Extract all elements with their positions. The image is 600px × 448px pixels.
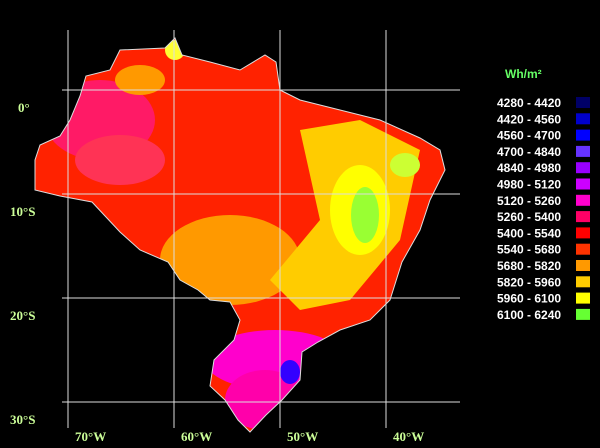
legend-label: 4700 - 4840 — [497, 145, 561, 159]
longitude-label: 50°W — [287, 429, 318, 444]
latitude-label: 20°S — [10, 308, 35, 323]
latitude-label: 30°S — [10, 412, 35, 427]
legend-label: 4840 - 4980 — [497, 161, 561, 175]
legend-swatch — [576, 145, 590, 157]
legend-label: 4980 - 5120 — [497, 178, 561, 192]
legend-swatch — [576, 129, 590, 141]
legend-swatch — [576, 243, 590, 255]
legend-label: 5260 - 5400 — [497, 210, 561, 224]
latitude-label: 10°S — [10, 204, 35, 219]
legend-swatch — [576, 292, 590, 304]
legend-label: 5960 - 6100 — [497, 292, 561, 306]
legend-swatch — [576, 97, 590, 108]
legend: 4280 - 4420 4420 - 4560 4560 - 4700 4700 - … — [497, 96, 590, 322]
graticule: 0° 10°S 20°S 30°S 70°W 60°W 50°W 40°W — [10, 30, 460, 444]
legend-label: 5400 - 5540 — [497, 226, 561, 240]
legend-label: 5120 - 5260 — [497, 194, 561, 208]
legend-swatch — [576, 178, 590, 190]
legend-label: 4280 - 4420 — [497, 96, 561, 110]
latitude-label: 0° — [18, 100, 30, 115]
longitude-label: 60°W — [181, 429, 212, 444]
legend-swatch — [576, 276, 590, 288]
longitude-label: 70°W — [75, 429, 106, 444]
legend-swatch — [576, 113, 590, 125]
legend-label: 5540 - 5680 — [497, 243, 561, 257]
legend-swatch — [576, 260, 590, 271]
legend-title: Wh/m² — [505, 67, 542, 81]
legend-label: 4560 - 4700 — [497, 129, 561, 143]
legend-label: 4420 - 4560 — [497, 112, 561, 126]
legend-swatch — [576, 194, 590, 206]
legend-swatch — [576, 308, 590, 320]
legend-swatch — [576, 211, 590, 223]
legend-label: 5680 - 5820 — [497, 259, 561, 273]
legend-swatch — [576, 227, 590, 239]
longitude-label: 40°W — [393, 429, 424, 444]
legend-label: 6100 - 6240 — [497, 308, 561, 322]
legend-swatch — [576, 162, 590, 174]
legend-label: 5820 - 5960 — [497, 275, 561, 289]
